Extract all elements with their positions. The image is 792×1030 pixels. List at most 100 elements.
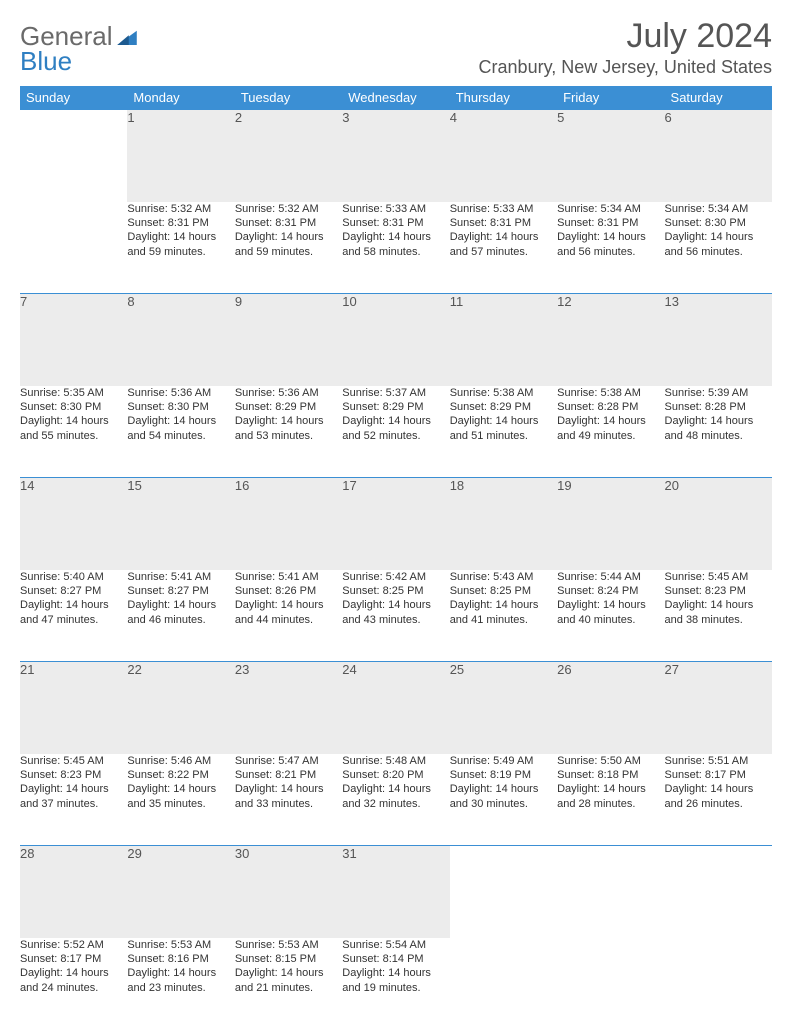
daylight-line: Daylight: 14 hours and 59 minutes. xyxy=(235,231,324,257)
sunrise-line: Sunrise: 5:53 AM xyxy=(235,939,319,951)
daylight-line: Daylight: 14 hours and 48 minutes. xyxy=(665,415,754,441)
sunset-line: Sunset: 8:19 PM xyxy=(450,769,531,781)
sunrise-line: Sunrise: 5:32 AM xyxy=(235,203,319,215)
day-body-row: Sunrise: 5:52 AMSunset: 8:17 PMDaylight:… xyxy=(20,938,772,1030)
daylight-line: Daylight: 14 hours and 43 minutes. xyxy=(342,599,431,625)
sunset-line: Sunset: 8:31 PM xyxy=(342,217,423,229)
day-body: Sunrise: 5:53 AMSunset: 8:15 PMDaylight:… xyxy=(235,938,342,1030)
sunrise-line: Sunrise: 5:32 AM xyxy=(127,203,211,215)
weekday-header: Thursday xyxy=(450,86,557,110)
daylight-line: Daylight: 14 hours and 51 minutes. xyxy=(450,415,539,441)
month-title: July 2024 xyxy=(479,18,772,55)
header: GeneralBlue July 2024 Cranbury, New Jers… xyxy=(20,18,772,78)
day-number-empty xyxy=(665,846,772,938)
day-body: Sunrise: 5:43 AMSunset: 8:25 PMDaylight:… xyxy=(450,570,557,662)
daylight-line: Daylight: 14 hours and 56 minutes. xyxy=(665,231,754,257)
sunset-line: Sunset: 8:28 PM xyxy=(557,401,638,413)
day-number-row: 28293031 xyxy=(20,846,772,938)
sunrise-line: Sunrise: 5:51 AM xyxy=(665,755,749,767)
day-body-empty xyxy=(557,938,664,1030)
sunrise-line: Sunrise: 5:37 AM xyxy=(342,387,426,399)
sunset-line: Sunset: 8:30 PM xyxy=(20,401,101,413)
daylight-line: Daylight: 14 hours and 38 minutes. xyxy=(665,599,754,625)
day-number: 20 xyxy=(665,478,772,570)
sunset-line: Sunset: 8:17 PM xyxy=(20,953,101,965)
day-number: 14 xyxy=(20,478,127,570)
sunset-line: Sunset: 8:23 PM xyxy=(665,585,746,597)
day-body: Sunrise: 5:45 AMSunset: 8:23 PMDaylight:… xyxy=(665,570,772,662)
sunset-line: Sunset: 8:25 PM xyxy=(450,585,531,597)
daylight-line: Daylight: 14 hours and 37 minutes. xyxy=(20,783,109,809)
sunset-line: Sunset: 8:27 PM xyxy=(20,585,101,597)
day-number: 18 xyxy=(450,478,557,570)
logo-triangle-icon xyxy=(117,24,137,49)
day-number-row: 78910111213 xyxy=(20,294,772,386)
calendar-body: 123456Sunrise: 5:32 AM Sunset: 8:31 PM Day… xyxy=(20,110,772,1030)
sunset-line: Sunset: 8:22 PM xyxy=(127,769,208,781)
logo-word-blue: Blue xyxy=(20,49,137,74)
daylight-line: Daylight: 14 hours and 33 minutes. xyxy=(235,783,324,809)
sunrise-line: Sunrise: 5:39 AM xyxy=(665,387,749,399)
sunrise-line: Sunrise: 5:45 AM xyxy=(20,755,104,767)
daylight-line: Daylight: 14 hours and 24 minutes. xyxy=(20,967,109,993)
daylight-line: Daylight: 14 hours and 56 minutes. xyxy=(557,231,646,257)
day-number: 15 xyxy=(127,478,234,570)
calendar-table: SundayMondayTuesdayWednesdayThursdayFrid… xyxy=(20,86,772,1030)
day-number: 12 xyxy=(557,294,664,386)
day-body: Sunrise: 5:32 AMSunset: 8:31 PMDaylight:… xyxy=(127,202,234,294)
day-body: Sunrise: 5:44 AMSunset: 8:24 PMDaylight:… xyxy=(557,570,664,662)
day-number-empty xyxy=(20,110,127,202)
sunset-line: Sunset: 8:30 PM xyxy=(665,217,746,229)
day-body-empty xyxy=(665,938,772,1030)
sunset-line: Sunset: 8:28 PM xyxy=(665,401,746,413)
day-number-row: 123456 xyxy=(20,110,772,202)
daylight-line: Daylight: 14 hours and 41 minutes. xyxy=(450,599,539,625)
daylight-line: Daylight: 14 hours and 57 minutes. xyxy=(450,231,539,257)
sunset-line: Sunset: 8:17 PM xyxy=(665,769,746,781)
sunrise-line: Sunrise: 5:40 AM xyxy=(20,571,104,583)
sunset-line: Sunset: 8:25 PM xyxy=(342,585,423,597)
sunrise-line: Sunrise: 5:49 AM xyxy=(450,755,534,767)
day-number: 26 xyxy=(557,662,664,754)
day-body: Sunrise: 5:39 AM Sunset: 8:28 PM Daylight:… xyxy=(665,386,772,478)
day-number-empty xyxy=(557,846,664,938)
day-body: Sunrise: 5:45 AMSunset: 8:23 PMDaylight:… xyxy=(20,754,127,846)
daylight-line: Daylight: 14 hours and 54 minutes. xyxy=(127,415,216,441)
day-number: 9 xyxy=(235,294,342,386)
sunrise-line: Sunrise: 5:42 AM xyxy=(342,571,426,583)
daylight-line: Daylight: 14 hours and 58 minutes. xyxy=(342,231,431,257)
day-body: Sunrise: 5:40 AMSunset: 8:27 PMDaylight:… xyxy=(20,570,127,662)
sunset-line: Sunset: 8:29 PM xyxy=(342,401,423,413)
daylight-line: Daylight: 14 hours and 30 minutes. xyxy=(450,783,539,809)
day-number: 24 xyxy=(342,662,449,754)
day-number: 2 xyxy=(235,110,342,202)
day-body: Sunrise: 5:38 AMSunset: 8:28 PMDaylight:… xyxy=(557,386,664,478)
day-number: 4 xyxy=(450,110,557,202)
sunrise-line: Sunrise: 5:44 AM xyxy=(557,571,641,583)
day-body: Sunrise: 5:50 AMSunset: 8:18 PMDaylight:… xyxy=(557,754,664,846)
day-body: Sunrise: 5:42 AM Sunset: 8:25 PM Daylight:… xyxy=(342,570,449,662)
sunrise-line: Sunrise: 5:34 AM xyxy=(557,203,641,215)
daylight-line: Daylight: 14 hours and 49 minutes. xyxy=(557,415,646,441)
day-body: Sunrise: 5:36 AMSunset: 8:30 PMDaylight:… xyxy=(127,386,234,478)
weekday-header: Friday xyxy=(557,86,664,110)
day-body-row: Sunrise: 5:40 AM Sunset: 8:27 PM Daylight:… xyxy=(20,570,772,662)
day-number-empty xyxy=(450,846,557,938)
day-body: Sunrise: 5:34 AM Sunset: 8:31 PM Daylight:… xyxy=(557,202,664,294)
sunset-line: Sunset: 8:14 PM xyxy=(342,953,423,965)
day-number: 30 xyxy=(235,846,342,938)
daylight-line: Daylight: 14 hours and 32 minutes. xyxy=(342,783,431,809)
sunrise-line: Sunrise: 5:38 AM xyxy=(450,387,534,399)
day-body: Sunrise: 5:35 AMSunset: 8:30 PMDaylight:… xyxy=(20,386,127,478)
day-body: Sunrise: 5:52 AMSunset: 8:17 PMDaylight:… xyxy=(20,938,127,1030)
day-number: 31 xyxy=(342,846,449,938)
sunset-line: Sunset: 8:31 PM xyxy=(127,217,208,229)
sunset-line: Sunset: 8:31 PM xyxy=(557,217,638,229)
day-number: 29 xyxy=(127,846,234,938)
day-body: Sunrise: 5:46 AMSunset: 8:22 PMDaylight:… xyxy=(127,754,234,846)
sunrise-line: Sunrise: 5:41 AM xyxy=(127,571,211,583)
sunset-line: Sunset: 8:18 PM xyxy=(557,769,638,781)
day-number: 19 xyxy=(557,478,664,570)
daylight-line: Daylight: 14 hours and 19 minutes. xyxy=(342,967,431,993)
day-number: 3 xyxy=(342,110,449,202)
